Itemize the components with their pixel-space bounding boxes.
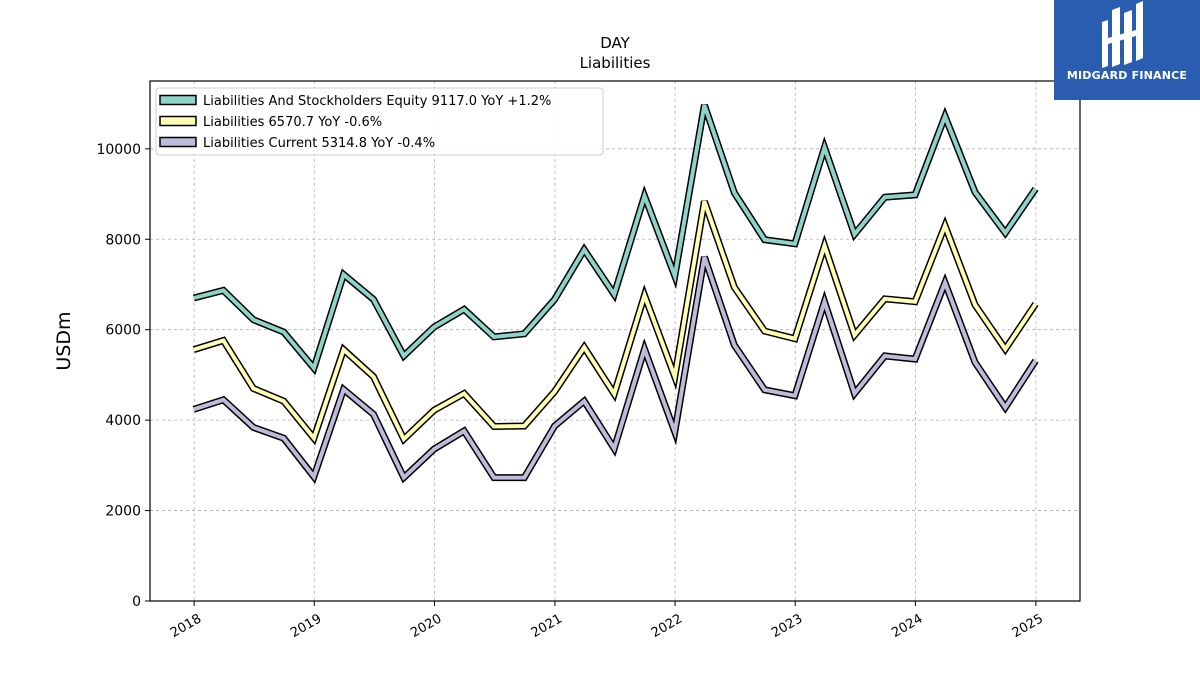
y-axis: 0 2000 4000 6000 8000 10000 <box>96 142 150 610</box>
chart-title: DAY <box>600 34 630 52</box>
x-axis: 2018 2019 2020 2021 2022 2023 2024 2025 <box>168 601 1046 641</box>
legend-box <box>155 87 604 156</box>
series-layer <box>192 103 1039 484</box>
series-line <box>193 200 1038 443</box>
x-tick-label: 2018 <box>168 611 204 641</box>
series-line-outline <box>192 200 1039 446</box>
legend-label: Liabilities 6570.7 YoY -0.6% <box>203 115 382 130</box>
x-tick-label: 2024 <box>889 611 925 641</box>
x-tick-label: 2025 <box>1010 611 1046 641</box>
x-tick-label: 2022 <box>649 611 685 641</box>
x-tick-label: 2019 <box>288 611 324 641</box>
legend-label: Liabilities And Stockholders Equity 9117… <box>203 94 551 109</box>
x-tick-label: 2020 <box>408 611 444 641</box>
brand-logo: MIDGARD FINANCE <box>1054 0 1200 100</box>
y-tick-label: 0 <box>132 594 141 610</box>
plot-frame <box>149 80 1081 602</box>
series-line <box>193 256 1038 481</box>
series-line <box>193 104 1038 373</box>
legend: Liabilities And Stockholders Equity 9117… <box>155 87 604 156</box>
grid-lines <box>150 81 1080 601</box>
chart-subtitle: Liabilities <box>580 54 651 72</box>
y-tick-label: 2000 <box>105 504 141 520</box>
legend-swatch <box>159 94 197 106</box>
brand-name: MIDGARD FINANCE <box>1066 69 1188 82</box>
x-tick-label: 2021 <box>529 611 565 641</box>
x-tick-label: 2023 <box>769 611 805 641</box>
y-tick-label: 6000 <box>105 323 141 339</box>
y-tick-label: 4000 <box>105 413 141 429</box>
y-tick-label: 8000 <box>105 232 141 248</box>
legend-swatch <box>159 136 197 148</box>
y-tick-label: 10000 <box>96 142 141 158</box>
legend-swatch <box>159 115 197 127</box>
brand-logo-icon <box>1102 1 1143 68</box>
legend-label: Liabilities Current 5314.8 YoY -0.4% <box>203 136 435 151</box>
y-axis-label: USDm <box>53 311 75 370</box>
